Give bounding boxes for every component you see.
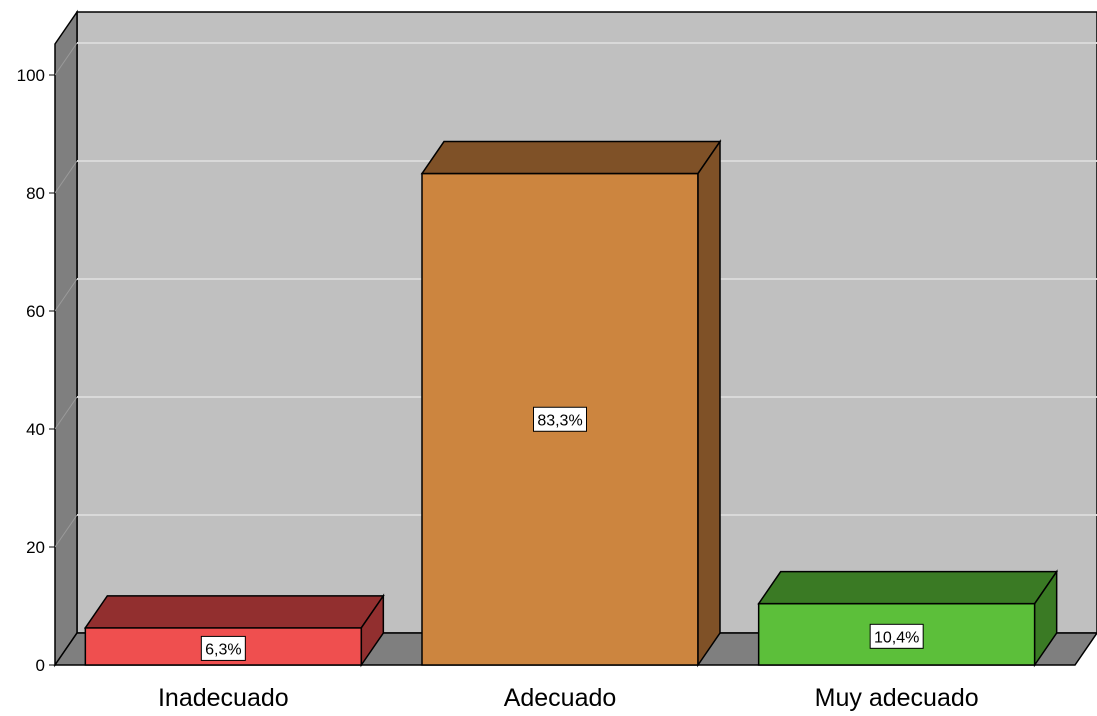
bar: 10,4% <box>759 572 1057 665</box>
x-category-label: Inadecuado <box>158 684 289 712</box>
data-label: 10,4% <box>874 629 919 646</box>
bar-top <box>422 142 720 174</box>
bar-top <box>759 572 1057 604</box>
bar: 6,3% <box>85 596 383 665</box>
side-wall <box>55 12 77 665</box>
bar-top <box>85 596 383 628</box>
bar: 83,3% <box>422 142 720 665</box>
y-tick-label: 20 <box>26 538 45 557</box>
data-label: 83,3% <box>537 412 582 429</box>
data-label: 6,3% <box>205 641 241 658</box>
x-axis: Inadecuado Adecuado Muy adecuado <box>158 684 979 712</box>
y-tick-label: 80 <box>26 184 45 203</box>
y-tick-label: 40 <box>26 420 45 439</box>
y-tick-label: 100 <box>17 66 45 85</box>
y-axis: 0 20 40 60 80 100 <box>17 66 55 675</box>
x-category-label: Adecuado <box>504 684 617 712</box>
x-category-label: Muy adecuado <box>815 684 979 712</box>
bar-side <box>698 142 720 665</box>
y-tick-label: 0 <box>36 656 45 675</box>
y-tick-label: 60 <box>26 302 45 321</box>
